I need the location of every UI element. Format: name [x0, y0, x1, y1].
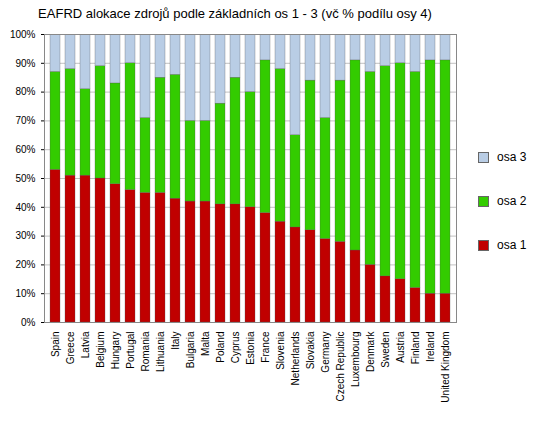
svg-text:20%: 20%: [15, 259, 35, 270]
svg-text:0%: 0%: [21, 317, 36, 328]
svg-text:Finland: Finland: [410, 332, 421, 365]
html-text:osa 1: osa 1: [497, 238, 527, 252]
html-text:osa 2: osa 2: [497, 194, 527, 208]
svg-text:Lithuania: Lithuania: [155, 331, 166, 372]
svg-text:Estonia: Estonia: [245, 331, 256, 365]
svg-text:Portugal: Portugal: [125, 332, 136, 369]
svg-text:United Kingdom: United Kingdom: [440, 332, 451, 403]
svg-text:Ireland: Ireland: [425, 332, 436, 363]
svg-text:Belgium: Belgium: [95, 332, 106, 368]
svg-text:Romania: Romania: [140, 331, 151, 371]
svg-text:100%: 100%: [10, 29, 36, 40]
svg-text:Luxembourg: Luxembourg: [350, 332, 361, 388]
svg-text:30%: 30%: [15, 230, 35, 241]
svg-text:Czech Republic: Czech Republic: [335, 332, 346, 402]
svg-text:50%: 50%: [15, 173, 35, 184]
svg-text:80%: 80%: [15, 86, 35, 97]
svg-text:90%: 90%: [15, 58, 35, 69]
svg-text:Spain: Spain: [50, 332, 61, 358]
svg-text:40%: 40%: [15, 202, 35, 213]
svg-text:10%: 10%: [15, 288, 35, 299]
svg-text:Austria: Austria: [395, 331, 406, 363]
svg-text:France: France: [260, 331, 271, 363]
svg-text:Sweden: Sweden: [380, 332, 391, 368]
svg-text:Latvia: Latvia: [80, 331, 91, 358]
svg-text:Cyprus: Cyprus: [230, 332, 241, 364]
svg-text:Germany: Germany: [320, 332, 331, 373]
svg-text:60%: 60%: [15, 144, 35, 155]
svg-text:Slovenia: Slovenia: [275, 331, 286, 370]
svg-text:Denmark: Denmark: [365, 331, 376, 373]
html-text:osa 3: osa 3: [497, 150, 527, 164]
svg-text:Hungary: Hungary: [110, 332, 121, 370]
svg-text:Slovakia: Slovakia: [305, 331, 316, 369]
svg-text:Italy: Italy: [170, 332, 181, 350]
svg-text:Malta: Malta: [200, 331, 211, 356]
svg-text:Poland: Poland: [215, 332, 226, 363]
svg-text:Bulgaria: Bulgaria: [185, 331, 196, 368]
svg-text:Netherlands: Netherlands: [290, 332, 301, 386]
svg-text:Greece: Greece: [65, 331, 76, 364]
html-text:EAFRD alokace zdrojů podle zák: EAFRD alokace zdrojů podle základních os…: [38, 6, 432, 21]
svg-text:70%: 70%: [15, 115, 35, 126]
